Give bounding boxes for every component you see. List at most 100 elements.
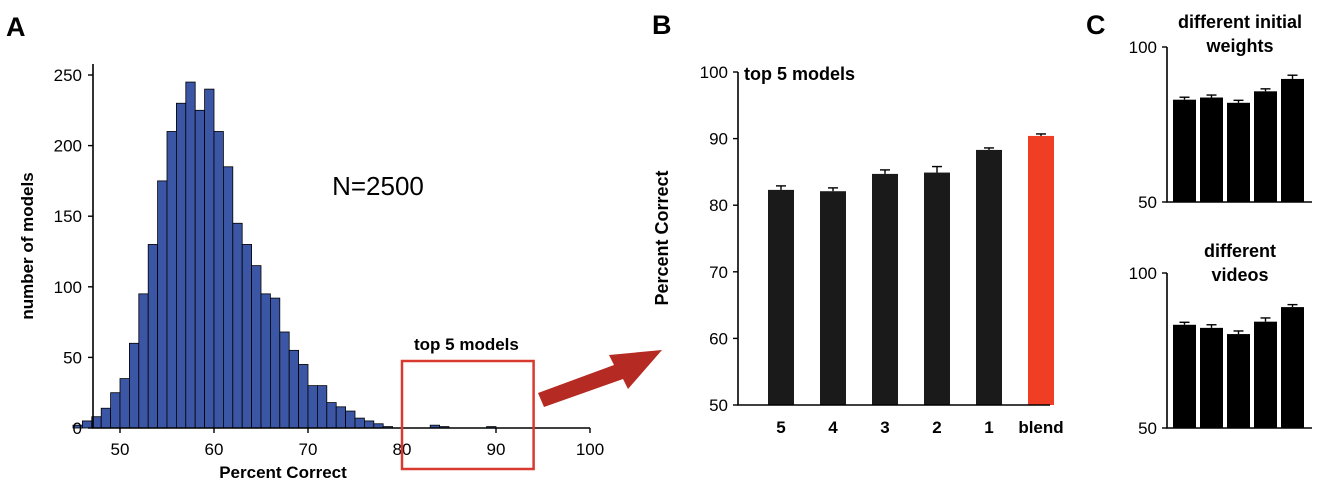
x-tick-label: 60 [205,440,224,459]
y-tick-label: 50 [63,348,82,367]
top-models-category-label: 2 [932,418,941,437]
histogram-bar [260,293,271,429]
histogram-bar [157,180,168,429]
histogram-bar [166,131,177,429]
y-tick-label: 200 [54,137,82,156]
histogram-bars [72,81,497,429]
videos-title-line-1: different [1204,241,1276,261]
initial-weights-bar [1200,97,1223,202]
top-models-bar [872,173,898,405]
histogram-y-axis-label: number of models [18,172,37,319]
top-models-bar [1028,135,1054,405]
histogram-bar [119,378,130,429]
histogram-x-axis-label: Percent Correct [219,463,347,482]
top-models-bar-chart: 5 4 3 2 1 blend 50 60 70 80 90 100 top 5 models Per… [652,63,1064,437]
y-tick-label: 100 [54,278,82,297]
x-tick-label: 70 [299,440,318,459]
histogram-bar [279,331,290,429]
initial-weights-bar [1254,91,1277,202]
sample-size-annotation: N=2500 [332,171,424,201]
videos-ticks: 50 100 [1129,264,1167,438]
y-tick-label: 0 [73,419,82,438]
top-models-y-tick-label: 70 [709,263,728,282]
histogram-bar [194,109,205,429]
initial-weights-y-tick-label: 100 [1129,38,1157,57]
top-models-category-label: 4 [828,418,838,437]
histogram-bar [251,265,262,429]
top-models-category-label: 3 [880,418,889,437]
top-models-bar [976,149,1002,405]
top-models-bar [768,189,794,405]
initial-weights-title-line-2: weights [1205,36,1273,56]
x-tick-label: 50 [111,440,130,459]
videos-title-line-2: videos [1211,265,1268,285]
histogram-bar [269,297,281,429]
histogram-bar [128,342,140,429]
initial-weights-bar-chart: 50 100 different initial weights [1129,12,1312,212]
initial-weights-bar [1227,102,1250,202]
initial-weights-bar [1281,78,1304,202]
histogram-bar [288,349,300,429]
x-tick-label: 100 [576,440,604,459]
y-tick-label: 150 [54,207,82,226]
histogram-bar [335,406,347,429]
histogram-bar [316,385,328,429]
y-tick-label: 250 [54,66,82,85]
histogram-bar [345,410,356,429]
histogram-bar [241,244,252,429]
histogram-bar [298,364,309,429]
top-models-y-tick-label: 90 [709,130,728,149]
top-models-chart-title: top 5 models [744,64,855,84]
histogram-bar [185,81,196,429]
top-models-highlight-label: top 5 models [414,335,519,354]
panel-label-a: A [6,12,26,42]
videos-bar [1200,327,1223,428]
histogram-bar [232,222,243,429]
histogram-bar [138,293,149,429]
panel-label-b: B [652,10,672,40]
top-models-ticks: 5 4 3 2 1 blend 50 60 70 80 90 100 [700,63,1064,437]
histogram-bar [82,420,93,429]
videos-bar-chart: 50 100 different videos [1129,241,1312,438]
top-models-y-tick-label: 80 [709,196,728,215]
top-models-y-tick-label: 50 [709,396,728,415]
histogram-bar [100,407,111,429]
top-models-bars [768,133,1054,405]
top-models-category-label: blend [1018,418,1063,437]
histogram-bar [354,417,365,429]
histogram-bar [147,244,158,429]
histogram-bar [175,102,187,429]
videos-bar [1281,307,1304,428]
panel-label-c: C [1086,10,1106,40]
top-models-category-label: 5 [776,418,785,437]
videos-bars [1173,303,1304,428]
top-models-y-axis-label: Percent Correct [652,170,672,305]
top-models-category-label: 1 [984,418,993,437]
initial-weights-ticks: 50 100 [1129,38,1167,212]
videos-bar [1227,334,1250,428]
initial-weights-title-line-1: different initial [1178,12,1302,32]
histogram-bar [110,392,121,429]
histogram-bar [222,166,234,429]
histogram-bar [213,131,224,429]
histogram-bar [363,420,375,429]
videos-bar [1254,321,1277,428]
top-models-bar [820,191,846,405]
videos-bar [1173,324,1196,428]
histogram-bar [307,385,318,429]
initial-weights-y-tick-label: 50 [1138,193,1157,212]
zoom-arrow-icon [538,350,662,407]
x-tick-label: 90 [487,440,506,459]
histogram-bar [326,402,337,429]
videos-y-tick-label: 100 [1129,264,1157,283]
histogram-bar [204,88,215,429]
top-models-highlight-box [400,359,535,471]
videos-y-tick-label: 50 [1138,419,1157,438]
top-models-bar [924,172,950,405]
initial-weights-bar [1173,99,1196,202]
top-models-y-tick-label: 100 [700,63,728,82]
top-models-y-tick-label: 60 [709,329,728,348]
initial-weights-bars [1173,74,1304,202]
